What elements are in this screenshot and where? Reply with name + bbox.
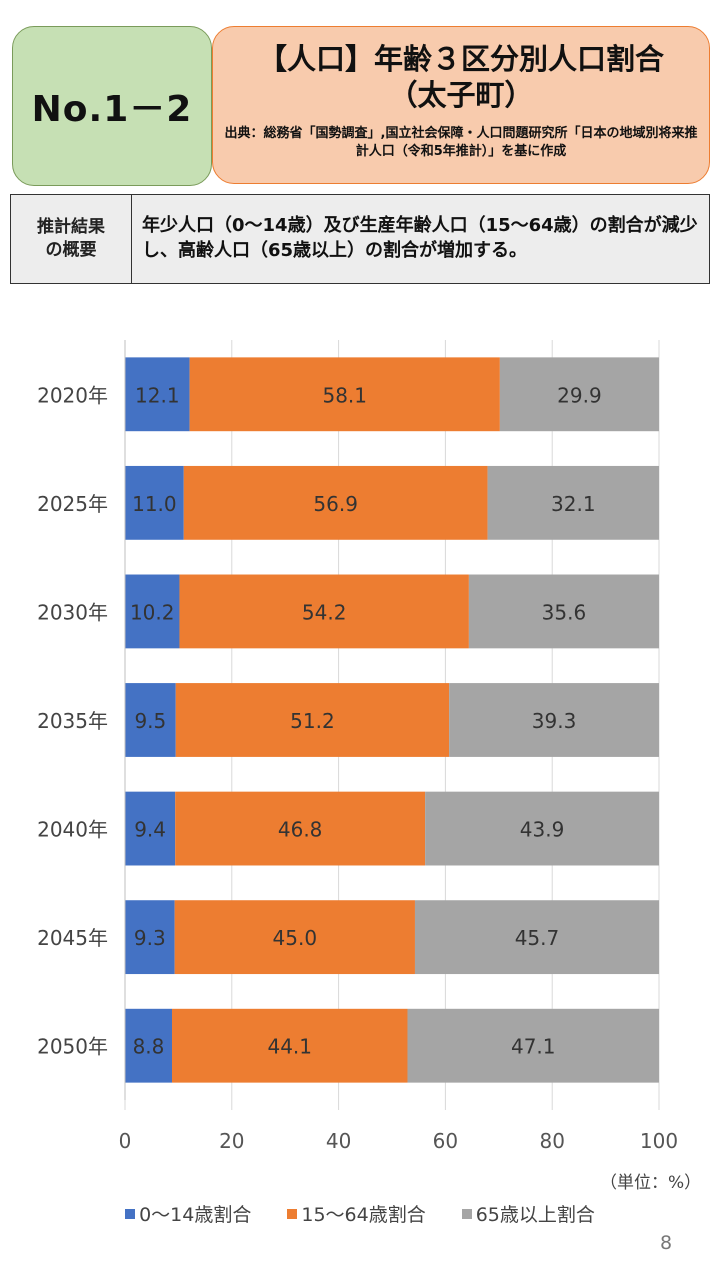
bar-segment	[125, 574, 180, 649]
bar-segment	[125, 791, 176, 866]
category-label: 2035年	[37, 709, 108, 733]
bar-segment	[468, 574, 659, 649]
category-label: 2030年	[37, 600, 108, 624]
legend-item: 15～64歳割合	[287, 1200, 426, 1227]
data-label: 47.1	[511, 1035, 556, 1059]
legend-swatch	[287, 1208, 298, 1219]
data-label: 58.1	[322, 383, 367, 407]
data-label: 43.9	[520, 818, 565, 842]
data-label: 45.7	[515, 926, 560, 950]
bar-segment	[487, 465, 659, 540]
bar-segment	[183, 465, 488, 540]
category-label: 2025年	[37, 492, 108, 516]
category-label: 2040年	[37, 818, 108, 842]
data-label: 8.8	[133, 1035, 165, 1059]
bar-segment	[414, 900, 659, 975]
title-box: 【人口】年齢３区分別人口割合 （太子町） 出典：総務省「国勢調査」,国立社会保障…	[212, 26, 710, 184]
x-tick-label: 0	[119, 1129, 132, 1153]
data-label: 9.4	[134, 818, 166, 842]
chart-legend: 0～14歳割合 15～64歳割合 65歳以上割合	[0, 1200, 720, 1227]
category-label: 2045年	[37, 926, 108, 950]
legend-item: 0～14歳割合	[125, 1200, 251, 1227]
bar-segment	[175, 683, 450, 757]
x-tick-label: 80	[539, 1129, 564, 1153]
data-label: 44.1	[267, 1035, 312, 1059]
data-label: 11.0	[132, 492, 177, 516]
category-label: 2020年	[37, 383, 108, 407]
bar-segment	[125, 683, 176, 757]
data-label: 46.8	[278, 818, 323, 842]
bar-segment	[125, 1008, 172, 1083]
data-label: 29.9	[557, 383, 602, 407]
bar-segment	[407, 1008, 659, 1083]
bar-segment	[449, 683, 659, 757]
data-label: 35.6	[542, 600, 587, 624]
x-tick-label: 40	[326, 1129, 351, 1153]
page-subtitle: （太子町）	[388, 78, 534, 112]
legend-swatch	[125, 1208, 136, 1219]
data-label: 54.2	[302, 600, 347, 624]
data-label: 45.0	[273, 926, 318, 950]
unit-label: （単位：%）	[600, 1173, 702, 1193]
bar-segment	[125, 465, 184, 540]
bar-segment	[179, 574, 469, 649]
bar-segment	[499, 357, 659, 432]
page-number: 8	[660, 1232, 673, 1254]
bar-segment	[425, 791, 659, 866]
source-note: 出典：総務省「国勢調査」,国立社会保障・人口問題研究所「日本の地域別将来推計人口…	[224, 126, 698, 159]
bar-segment	[189, 357, 500, 432]
x-tick-label: 20	[219, 1129, 244, 1153]
summary-text: 年少人口（0～14歳）及び生産年齢人口（15～64歳）の割合が減少し、高齢人口（…	[142, 215, 698, 261]
data-label: 10.2	[130, 600, 175, 624]
x-tick-label: 60	[433, 1129, 458, 1153]
category-label: 2050年	[37, 1035, 108, 1059]
page-title: 【人口】年齢３区分別人口割合	[257, 42, 664, 76]
bar-segment	[125, 900, 175, 975]
legend-label: 0～14歳割合	[139, 1204, 252, 1226]
legend-label: 65歳以上割合	[475, 1204, 595, 1226]
data-label: 9.3	[134, 926, 166, 950]
legend-label: 15～64歳割合	[301, 1204, 426, 1226]
data-label: 39.3	[532, 709, 577, 733]
legend-item: 65歳以上割合	[461, 1200, 595, 1227]
summary-table: 推計結果 の概要 年少人口（0～14歳）及び生産年齢人口（15～64歳）の割合が…	[10, 194, 710, 284]
stacked-bar-chart: 0 20 40 60 80 100 2020年 12.1 58.1 29.9 2025年 11.0 56…	[37, 340, 678, 1153]
bar-segment	[125, 357, 190, 432]
data-label: 56.9	[313, 492, 358, 516]
bar-segment	[171, 1008, 408, 1083]
bar-segment	[175, 791, 426, 866]
data-label: 32.1	[551, 492, 596, 516]
data-label: 51.2	[290, 709, 335, 733]
x-tick-label: 100	[640, 1129, 678, 1153]
legend-swatch	[461, 1208, 472, 1219]
slide-number-badge: No.1－2	[12, 26, 212, 186]
data-label: 12.1	[135, 383, 180, 407]
data-label: 9.5	[134, 709, 166, 733]
summary-label: 推計結果 の概要	[11, 195, 132, 283]
bar-segment	[174, 900, 415, 975]
